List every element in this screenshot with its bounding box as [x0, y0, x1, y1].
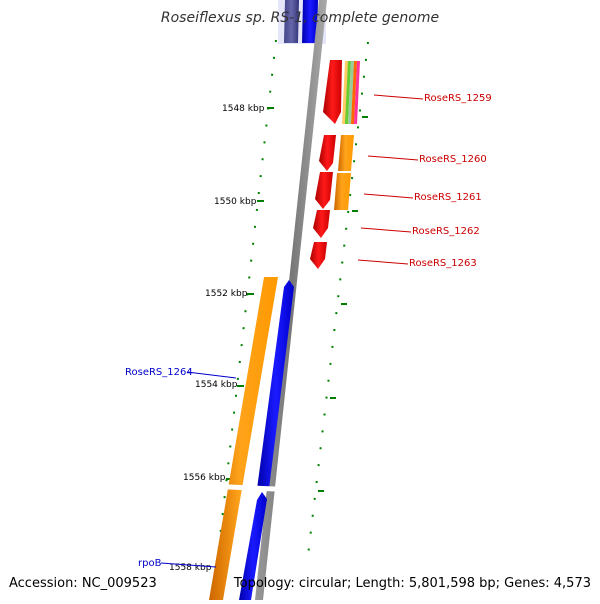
genome-title: Roseiflexus sp. RS-1, complete genome [161, 10, 439, 26]
gene-label-rpob[interactable]: rpoB [138, 558, 162, 569]
gene-label-rose-1261[interactable]: RoseRS_1261 [414, 192, 482, 203]
gene-rose-1262-arrow[interactable] [313, 210, 330, 238]
feature-stripe-mint [348, 61, 354, 124]
top-features [284, 0, 318, 43]
scale-label-1550: 1550 kbp [214, 197, 257, 207]
gene-label-rose-1259[interactable]: RoseRS_1259 [424, 93, 492, 104]
gene-rose-1264-orange[interactable] [209, 277, 278, 600]
gene-rpob-blue[interactable] [239, 492, 267, 600]
genome-summary-text: Topology: circular; Length: 5,801,598 bp… [233, 576, 591, 591]
gene-rose-1259[interactable] [323, 60, 360, 124]
feature-stripe-orange [351, 61, 357, 124]
gene-rose-1263-arrow[interactable] [310, 242, 327, 269]
scale-label-1556: 1556 kbp [183, 473, 226, 483]
feature-stripe-pink [354, 61, 360, 124]
gene-label-group-left: RoseRS_1264 rpoB [125, 367, 237, 569]
scale-label-1558: 1558 kbp [169, 563, 212, 573]
gene-label-rose-1263[interactable]: RoseRS_1263 [409, 258, 477, 269]
scale-label-1554: 1554 kbp [195, 380, 238, 390]
gene-rose-1261-orange[interactable] [334, 173, 351, 210]
gene-blue-upper[interactable] [257, 280, 294, 489]
scale-label-1552: 1552 kbp [205, 289, 248, 299]
feature-navy[interactable] [284, 0, 299, 43]
feature-stripe-green [345, 61, 351, 124]
gene-arrow-red[interactable] [323, 60, 342, 124]
gene-label-rose-1264[interactable]: RoseRS_1264 [125, 367, 193, 378]
outer-major-ticks [318, 116, 368, 492]
gene-rose-1260-arrow[interactable] [319, 135, 336, 171]
gene-rose-1261-arrow[interactable] [315, 172, 333, 209]
gene-label-rose-1262[interactable]: RoseRS_1262 [412, 226, 480, 237]
accession-text: Accession: NC_009523 [9, 576, 157, 591]
gene-label-rose-1260[interactable]: RoseRS_1260 [419, 154, 487, 165]
gene-label-group-right: RoseRS_1259 RoseRS_1260 RoseRS_1261 Rose… [357, 93, 492, 269]
feature-blue-top[interactable] [302, 0, 318, 43]
gene-gap [206, 483, 276, 492]
gene-rose-1260-orange[interactable] [338, 135, 354, 171]
outer-scale-track [307, 41, 369, 557]
scale-label-1548: 1548 kbp [222, 104, 265, 114]
